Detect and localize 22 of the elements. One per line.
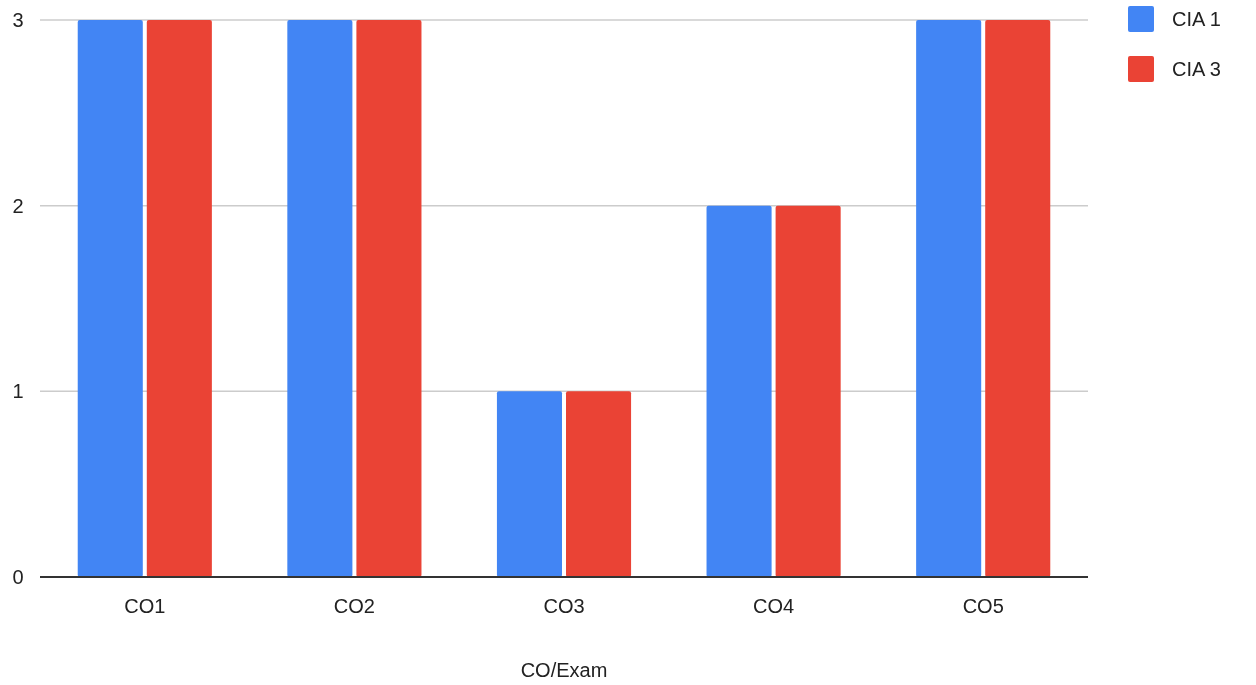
- x-axis-title: CO/Exam: [520, 659, 608, 681]
- bar: [566, 391, 632, 577]
- bar: [496, 391, 562, 577]
- x-tick-label: CO5: [962, 595, 1004, 617]
- x-tick-label: CO1: [124, 595, 166, 617]
- x-tick-label: CO4: [753, 595, 795, 617]
- y-tick-label: 3: [12, 9, 24, 31]
- bar: [146, 20, 212, 577]
- bar: [916, 20, 982, 577]
- bar: [985, 20, 1051, 577]
- y-tick-label: 1: [12, 380, 24, 403]
- bar: [775, 205, 841, 577]
- bar: [287, 20, 353, 577]
- y-tick-label: 2: [12, 194, 24, 217]
- y-tick-label: 0: [12, 566, 24, 588]
- legend-label: CIA 1: [1172, 8, 1221, 30]
- bar: [356, 20, 422, 577]
- x-tick-label: CO3: [543, 595, 585, 617]
- bar: [706, 205, 772, 577]
- legend-label: CIA 3: [1172, 58, 1221, 80]
- bar: [77, 20, 143, 577]
- x-tick-label: CO2: [333, 595, 375, 617]
